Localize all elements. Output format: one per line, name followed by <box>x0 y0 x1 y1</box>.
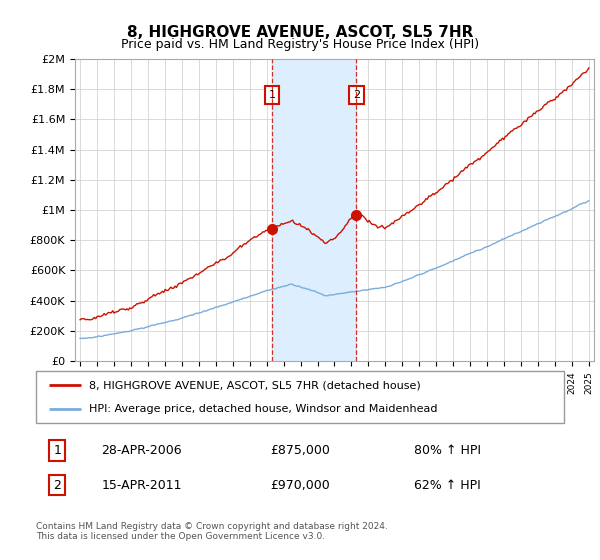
Text: Price paid vs. HM Land Registry's House Price Index (HPI): Price paid vs. HM Land Registry's House … <box>121 38 479 51</box>
Text: £970,000: £970,000 <box>270 478 330 492</box>
Text: 2: 2 <box>53 478 61 492</box>
Text: 1: 1 <box>53 444 61 457</box>
Text: 28-APR-2006: 28-APR-2006 <box>101 444 182 457</box>
Text: HPI: Average price, detached house, Windsor and Maidenhead: HPI: Average price, detached house, Wind… <box>89 404 437 414</box>
Text: 80% ↑ HPI: 80% ↑ HPI <box>415 444 481 457</box>
Text: 8, HIGHGROVE AVENUE, ASCOT, SL5 7HR: 8, HIGHGROVE AVENUE, ASCOT, SL5 7HR <box>127 25 473 40</box>
Text: £875,000: £875,000 <box>270 444 330 457</box>
Text: 15-APR-2011: 15-APR-2011 <box>101 478 182 492</box>
Text: Contains HM Land Registry data © Crown copyright and database right 2024.
This d: Contains HM Land Registry data © Crown c… <box>36 522 388 542</box>
Text: 1: 1 <box>269 90 275 100</box>
Bar <box>272 59 356 361</box>
FancyBboxPatch shape <box>36 371 564 423</box>
Text: 8, HIGHGROVE AVENUE, ASCOT, SL5 7HR (detached house): 8, HIGHGROVE AVENUE, ASCOT, SL5 7HR (det… <box>89 380 421 390</box>
Text: 62% ↑ HPI: 62% ↑ HPI <box>415 478 481 492</box>
Text: 2: 2 <box>353 90 360 100</box>
